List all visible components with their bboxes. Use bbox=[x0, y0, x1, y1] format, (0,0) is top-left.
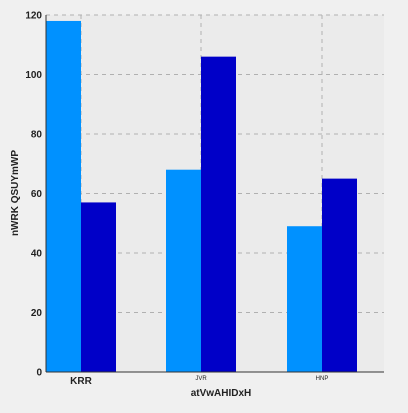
y-tick-label: 20 bbox=[31, 308, 43, 319]
y-tick-label: 0 bbox=[36, 368, 42, 379]
axes bbox=[45, 15, 384, 373]
x-tick-labels: KRR JVR HNP bbox=[70, 376, 328, 387]
x-axis-label: atVwAHIDxH bbox=[191, 388, 252, 399]
y-tick-label: 120 bbox=[25, 11, 42, 22]
bar bbox=[81, 202, 116, 372]
y-tick-labels: 0 20 40 60 80 100 120 bbox=[25, 11, 42, 379]
y-tick-label: 60 bbox=[31, 189, 43, 200]
y-tick-label: 40 bbox=[31, 249, 43, 260]
bar bbox=[322, 178, 357, 372]
bar bbox=[201, 56, 236, 373]
x-tick-label: JVR bbox=[195, 376, 207, 382]
x-tick-label: HNP bbox=[316, 376, 329, 382]
x-tick-label: KRR bbox=[70, 376, 92, 387]
bars bbox=[46, 20, 357, 373]
bar bbox=[287, 226, 322, 372]
bar bbox=[166, 169, 201, 372]
y-axis-label: nWRK QSUYmWP bbox=[10, 150, 21, 236]
y-tick-label: 100 bbox=[25, 70, 42, 81]
bar bbox=[46, 20, 81, 372]
y-tick-label: 80 bbox=[31, 130, 43, 141]
